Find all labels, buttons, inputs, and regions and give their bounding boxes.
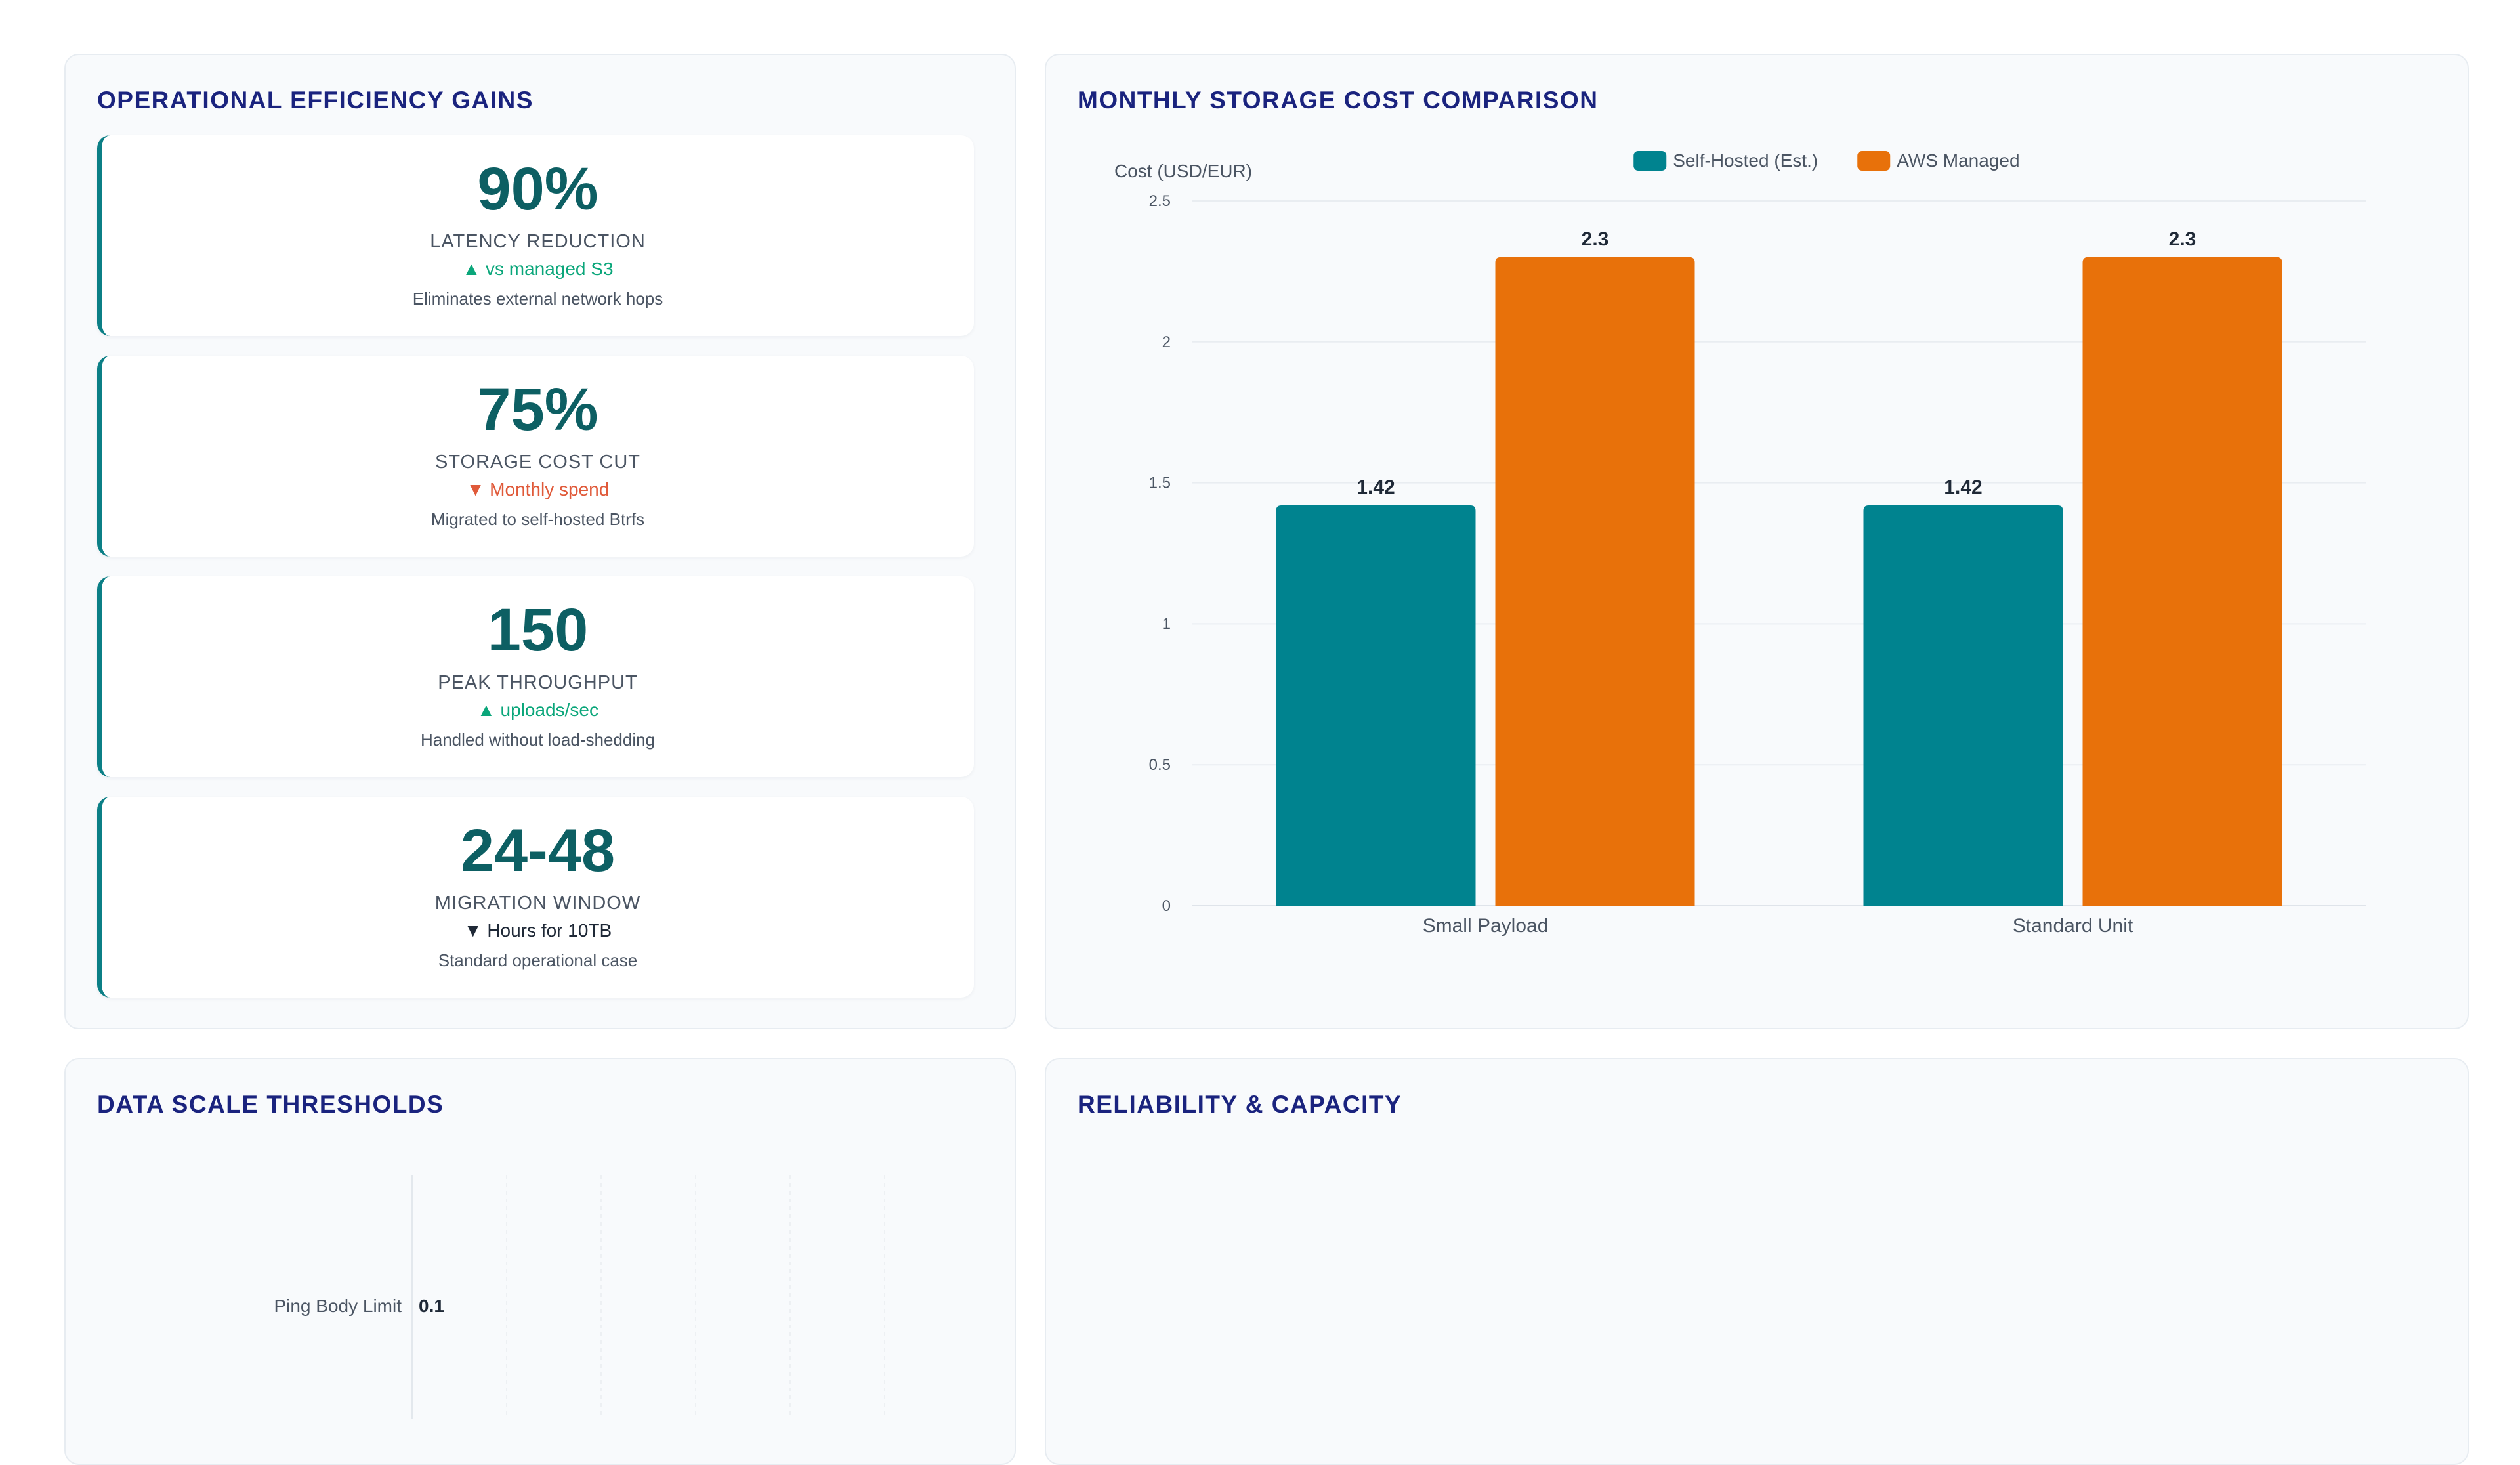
kpi-note: Handled without load-shedding	[420, 730, 656, 750]
bar	[1276, 505, 1476, 906]
reliability-panel: RELIABILITY & CAPACITY	[1045, 1058, 2469, 1465]
kpi-label: PEAK THROUGHPUT	[438, 672, 638, 693]
kpi-card-throughput: 150 PEAK THROUGHPUT ▲ uploads/sec Handle…	[97, 576, 974, 777]
kpi-value: 90%	[477, 156, 598, 223]
kpi-delta: ▼ Hours for 10TB	[463, 920, 612, 941]
reliability-panel-title: RELIABILITY & CAPACITY	[1078, 1091, 1402, 1118]
bar-value-label: 2.3	[1582, 228, 1609, 250]
y-axis-label: Cost (USD/EUR)	[1114, 161, 1252, 181]
legend-swatch	[1633, 151, 1667, 171]
kpi-note: Standard operational case	[438, 950, 638, 970]
bar-value-label: 1.42	[1356, 477, 1395, 498]
cost-chart-title: MONTHLY STORAGE COST COMPARISON	[1078, 87, 1599, 114]
kpi-card-migration: 24-48 MIGRATION WINDOW ▼ Hours for 10TB …	[97, 797, 974, 998]
bar-value-label: 1.42	[1944, 477, 1982, 498]
y-tick-label: 1.5	[1149, 475, 1171, 492]
kpi-value: 75%	[477, 376, 598, 443]
x-tick-label: Small Payload	[1423, 915, 1549, 937]
kpi-delta: ▲ uploads/sec	[477, 700, 598, 720]
kpi-delta: ▲ vs managed S3	[462, 259, 614, 279]
kpi-note: Eliminates external network hops	[412, 289, 663, 308]
kpi-delta: ▼ Monthly spend	[466, 479, 610, 499]
y-tick-label: 0.5	[1149, 756, 1171, 774]
bar-value-label: 2.3	[2169, 228, 2196, 250]
efficiency-panel: OPERATIONAL EFFICIENCY GAINS 90% LATENCY…	[64, 54, 1016, 1029]
kpi-value: 150	[487, 597, 589, 664]
legend-entry: AWS Managed	[1897, 150, 2019, 171]
y-category-label: Ping Body Limit	[274, 1296, 402, 1316]
kpi-label: LATENCY REDUCTION	[430, 231, 646, 252]
cost-comparison-panel: MONTHLY STORAGE COST COMPARISON Cost (US…	[1045, 54, 2469, 1029]
legend-swatch	[1857, 151, 1891, 171]
kpi-label: MIGRATION WINDOW	[434, 893, 641, 914]
kpi-label: STORAGE COST CUT	[434, 452, 641, 473]
y-tick-label: 2	[1162, 333, 1171, 351]
thresholds-panel-title: DATA SCALE THRESHOLDS	[97, 1091, 444, 1118]
bar-value-label: 0.1	[419, 1296, 444, 1316]
cost-comparison-chart: Cost (USD/EUR) 0 0.5 1 1.5 2 2.5 1.42 2.3 Small P…	[1114, 150, 2366, 937]
kpi-card-storage-cost: 75% STORAGE COST CUT ▼ Monthly spend Mig…	[97, 356, 974, 557]
kpi-card-latency: 90% LATENCY REDUCTION ▲ vs managed S3 El…	[97, 135, 974, 336]
kpi-value: 24-48	[460, 817, 616, 884]
kpi-note: Migrated to self-hosted Btrfs	[430, 509, 645, 529]
bar	[2082, 257, 2282, 906]
bar	[1495, 257, 1695, 906]
thresholds-chart: Ping Body Limit 0.1	[274, 1175, 885, 1419]
legend-entry: Self-Hosted (Est.)	[1673, 150, 1818, 171]
y-tick-label: 0	[1162, 897, 1171, 915]
y-tick-label: 1	[1162, 615, 1171, 633]
bar	[1863, 505, 2063, 906]
thresholds-panel: DATA SCALE THRESHOLDS Ping Body Limit 0.1	[64, 1058, 1016, 1465]
efficiency-panel-title: OPERATIONAL EFFICIENCY GAINS	[97, 87, 534, 114]
y-tick-label: 2.5	[1149, 192, 1171, 210]
x-tick-label: Standard Unit	[2013, 915, 2133, 937]
